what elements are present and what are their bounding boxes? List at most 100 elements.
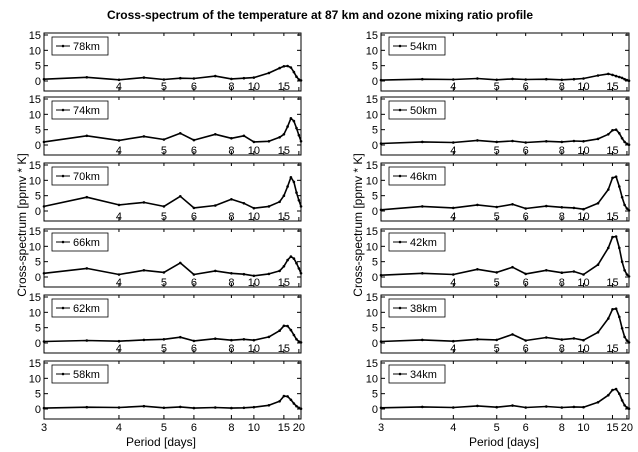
x-tick-label: 6 bbox=[523, 145, 529, 157]
data-point bbox=[495, 78, 499, 82]
legend-marker bbox=[398, 306, 402, 310]
data-point bbox=[545, 269, 548, 272]
data-point bbox=[292, 402, 296, 405]
data-point bbox=[252, 338, 256, 342]
data-point bbox=[476, 139, 479, 142]
x-tick-label: 4 bbox=[450, 422, 456, 434]
legend-box bbox=[388, 36, 446, 56]
x-tick-label: 8 bbox=[559, 211, 565, 223]
y-tick-label: 0 bbox=[372, 272, 378, 284]
x-tick-label: 5 bbox=[494, 81, 500, 93]
data-point bbox=[117, 339, 121, 343]
data-point bbox=[295, 338, 298, 341]
data-point bbox=[289, 117, 293, 120]
legend-box bbox=[51, 36, 109, 56]
data-point bbox=[230, 77, 233, 81]
x-tick-label: 8 bbox=[559, 145, 565, 157]
data-point bbox=[379, 406, 383, 410]
x-tick-label: 8 bbox=[559, 81, 565, 93]
data-point bbox=[495, 271, 499, 274]
x-tick-label: 15 bbox=[278, 422, 290, 434]
data-point bbox=[230, 137, 233, 140]
data-point bbox=[620, 327, 624, 330]
right-x-axis-label: Period [days] bbox=[469, 435, 539, 449]
data-point bbox=[292, 257, 296, 260]
panel-78km: 0 5 10 15 4 5 6 8 10 15 78km bbox=[29, 30, 303, 93]
y-tick-label: 5 bbox=[372, 61, 378, 73]
data-point bbox=[162, 271, 166, 274]
x-tick-label: 4 bbox=[116, 343, 122, 355]
y-tick-label: 0 bbox=[35, 140, 41, 152]
data-point bbox=[278, 136, 281, 139]
data-point bbox=[582, 338, 585, 342]
data-point bbox=[495, 405, 499, 409]
data-point bbox=[379, 340, 383, 343]
data-point bbox=[421, 140, 424, 144]
y-tick-label: 15 bbox=[366, 226, 378, 238]
x-tick-label: 8 bbox=[559, 422, 565, 434]
x-tick-label: 10 bbox=[248, 145, 260, 157]
data-point bbox=[142, 135, 146, 138]
data-point bbox=[295, 191, 298, 194]
data-point bbox=[421, 405, 424, 409]
data-point bbox=[192, 138, 196, 142]
x-tick-label: 20 bbox=[621, 422, 633, 434]
data-point bbox=[85, 76, 89, 79]
data-point bbox=[572, 206, 576, 210]
panel-frame bbox=[43, 294, 302, 354]
y-tick-label: 5 bbox=[372, 191, 378, 203]
data-point bbox=[179, 195, 182, 198]
data-point bbox=[627, 209, 631, 212]
y-tick-label: 15 bbox=[366, 30, 378, 42]
y-tick-label: 15 bbox=[29, 30, 41, 42]
data-point bbox=[282, 394, 286, 398]
y-tick-label: 10 bbox=[29, 45, 41, 57]
data-point bbox=[476, 404, 479, 408]
legend-label: 66km bbox=[73, 237, 100, 249]
data-point bbox=[289, 328, 293, 332]
y-tick-label: 10 bbox=[29, 109, 41, 121]
data-point bbox=[476, 77, 479, 80]
data-point bbox=[192, 206, 196, 210]
x-tick-label: 5 bbox=[161, 422, 167, 434]
data-point bbox=[42, 340, 46, 343]
x-tick-label: 10 bbox=[577, 81, 589, 93]
data-point bbox=[286, 64, 289, 68]
data-point bbox=[524, 406, 527, 409]
y-tick-label: 0 bbox=[372, 338, 378, 350]
legend-box bbox=[388, 298, 446, 318]
y-tick-label: 15 bbox=[29, 94, 41, 106]
panel-70km: 0 5 10 15 4 5 6 8 10 15 70km bbox=[29, 160, 303, 223]
x-tick-label: 8 bbox=[228, 277, 234, 289]
data-point bbox=[85, 405, 89, 409]
data-point bbox=[297, 199, 301, 202]
legend-marker bbox=[398, 174, 402, 178]
y-tick-label: 5 bbox=[372, 257, 378, 269]
data-point bbox=[252, 206, 256, 210]
x-tick-label: 10 bbox=[248, 277, 260, 289]
x-tick-label: 8 bbox=[559, 343, 565, 355]
data-point bbox=[292, 180, 296, 184]
data-point bbox=[286, 258, 289, 262]
data-point bbox=[286, 125, 289, 128]
x-tick-label: 4 bbox=[116, 81, 122, 93]
left-x-axis-label: Period [days] bbox=[126, 435, 196, 449]
data-point bbox=[267, 205, 271, 208]
data-point bbox=[452, 141, 455, 144]
data-point bbox=[286, 185, 289, 188]
legend-label: 70km bbox=[73, 171, 100, 183]
data-point bbox=[192, 406, 196, 410]
data-point bbox=[452, 206, 455, 210]
data-point bbox=[267, 404, 271, 407]
legend-box bbox=[51, 100, 109, 120]
data-point bbox=[495, 205, 499, 209]
data-point bbox=[142, 201, 146, 204]
legend-box bbox=[388, 166, 446, 186]
legend-marker bbox=[61, 174, 65, 178]
legend-label: 58km bbox=[73, 369, 100, 381]
subplot-grid: 0 5 10 15 4 5 6 8 10 15 78km 0 5 10 15 4 5 6 8 10 15 74km 0 5 10… bbox=[29, 30, 633, 434]
data-point bbox=[85, 339, 89, 342]
data-point bbox=[524, 78, 527, 81]
data-point bbox=[286, 324, 289, 328]
